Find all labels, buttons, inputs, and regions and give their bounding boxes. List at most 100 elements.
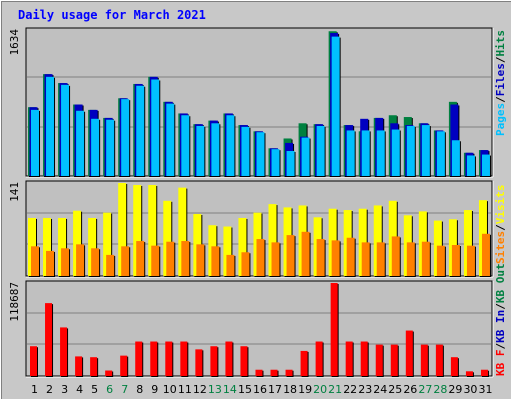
sites-bar [196, 244, 205, 276]
sites-bar [136, 241, 145, 276]
kb-bar [420, 344, 428, 376]
visits-bar [178, 187, 187, 276]
pages-bar [211, 123, 220, 176]
pages-bar [451, 140, 460, 176]
pages-bar [301, 137, 310, 176]
visits-bar [103, 212, 112, 276]
sites-bar [211, 246, 220, 276]
x-tick-label: 26 [403, 383, 417, 396]
sites-bar [406, 242, 415, 276]
chart-title: Daily usage for March 2021 [18, 8, 206, 22]
x-tick-label: 21 [328, 383, 342, 396]
pages-bar [286, 150, 295, 176]
x-tick-label: 19 [298, 383, 312, 396]
sites-bar [286, 235, 295, 276]
kb-bar [300, 350, 308, 376]
hits-legend: Pages/Files/Hits [494, 30, 507, 136]
legend-kb-f: KB F [494, 350, 507, 377]
visits-bar [73, 210, 82, 276]
legend-kb-in: KB In [494, 310, 507, 343]
x-tick-label: 22 [343, 383, 357, 396]
visits-bar [238, 217, 247, 276]
sites-bar [376, 242, 385, 276]
visits-bar [373, 205, 382, 276]
pages-bar [436, 131, 445, 176]
visits-bar [58, 217, 67, 276]
pages-bar [151, 79, 160, 176]
pages-bar [256, 132, 265, 176]
x-tick-label: 5 [91, 383, 98, 396]
sites-bar [361, 242, 370, 276]
kb-bar [105, 370, 113, 376]
pages-bar [331, 36, 340, 176]
pages-bar [106, 119, 115, 176]
sites-bar [466, 245, 475, 276]
legend-pages: Pages [494, 103, 507, 136]
visits-ymax-label: 141 [8, 182, 21, 202]
sites-bar [301, 231, 310, 276]
legend-kb-out: KB Out [494, 263, 507, 303]
x-tick-label: 8 [136, 383, 143, 396]
sites-bar [181, 241, 190, 276]
sites-bar [46, 250, 55, 276]
sites-bar [451, 245, 460, 276]
pages-bar [46, 76, 55, 176]
pages-bar [346, 130, 355, 176]
legend-files: Files [494, 63, 507, 96]
x-tick-label: 16 [253, 383, 267, 396]
pages-bar [481, 154, 490, 176]
x-tick-label: 13 [208, 383, 222, 396]
sites-bar [226, 254, 235, 276]
x-tick-label: 1 [31, 383, 38, 396]
x-tick-label: 29 [448, 383, 462, 396]
kb-bar [450, 357, 458, 376]
pages-bar [271, 149, 280, 176]
pages-bar [166, 103, 175, 176]
kb-bar [345, 341, 353, 376]
kb-bar [435, 344, 443, 376]
pages-bar [76, 110, 85, 176]
pages-bar [361, 130, 370, 176]
visits-bar [358, 208, 367, 276]
visits-bar [118, 183, 127, 276]
kb-bar [60, 327, 68, 376]
pages-bar [241, 126, 250, 176]
visits-bar [463, 210, 472, 276]
sites-bar [256, 239, 265, 276]
sites-bar [166, 241, 175, 276]
kb-bar [45, 303, 53, 376]
sites-bar [316, 239, 325, 276]
pages-bar [181, 115, 190, 176]
pages-bar [466, 155, 475, 176]
x-tick-label: 20 [313, 383, 327, 396]
kb-panel: 118687 KB F/KB In/KB Out [8, 263, 507, 378]
sites-bar [241, 252, 250, 276]
sites-bar [106, 254, 115, 276]
legend-visits: Visits [494, 185, 507, 225]
visits-bar [223, 226, 232, 276]
kb-bar [195, 349, 203, 376]
visits-panel: 141 Sites/Visits [8, 180, 507, 278]
kb-bar [315, 341, 323, 376]
kb-bar [210, 346, 218, 376]
x-tick-label: 27 [418, 383, 432, 396]
x-tick-label: 4 [76, 383, 83, 396]
kb-bar [135, 341, 143, 376]
sites-bar [331, 240, 340, 276]
kb-bar [285, 369, 293, 376]
kb-bar [240, 346, 248, 376]
pages-bar [406, 125, 415, 176]
hits-panel: 1634 Pages/Files/Hits [8, 27, 507, 178]
kb-bar [405, 330, 413, 376]
kb-bar [225, 341, 233, 376]
x-tick-label: 25 [388, 383, 402, 396]
x-tick-label: 30 [463, 383, 477, 396]
kb-bar [165, 341, 173, 376]
sites-bar [151, 245, 160, 276]
sites-bar [91, 248, 100, 276]
kb-bar [120, 355, 128, 376]
x-tick-label: 14 [223, 383, 237, 396]
sites-bar [436, 245, 445, 276]
pages-bar [136, 85, 145, 176]
